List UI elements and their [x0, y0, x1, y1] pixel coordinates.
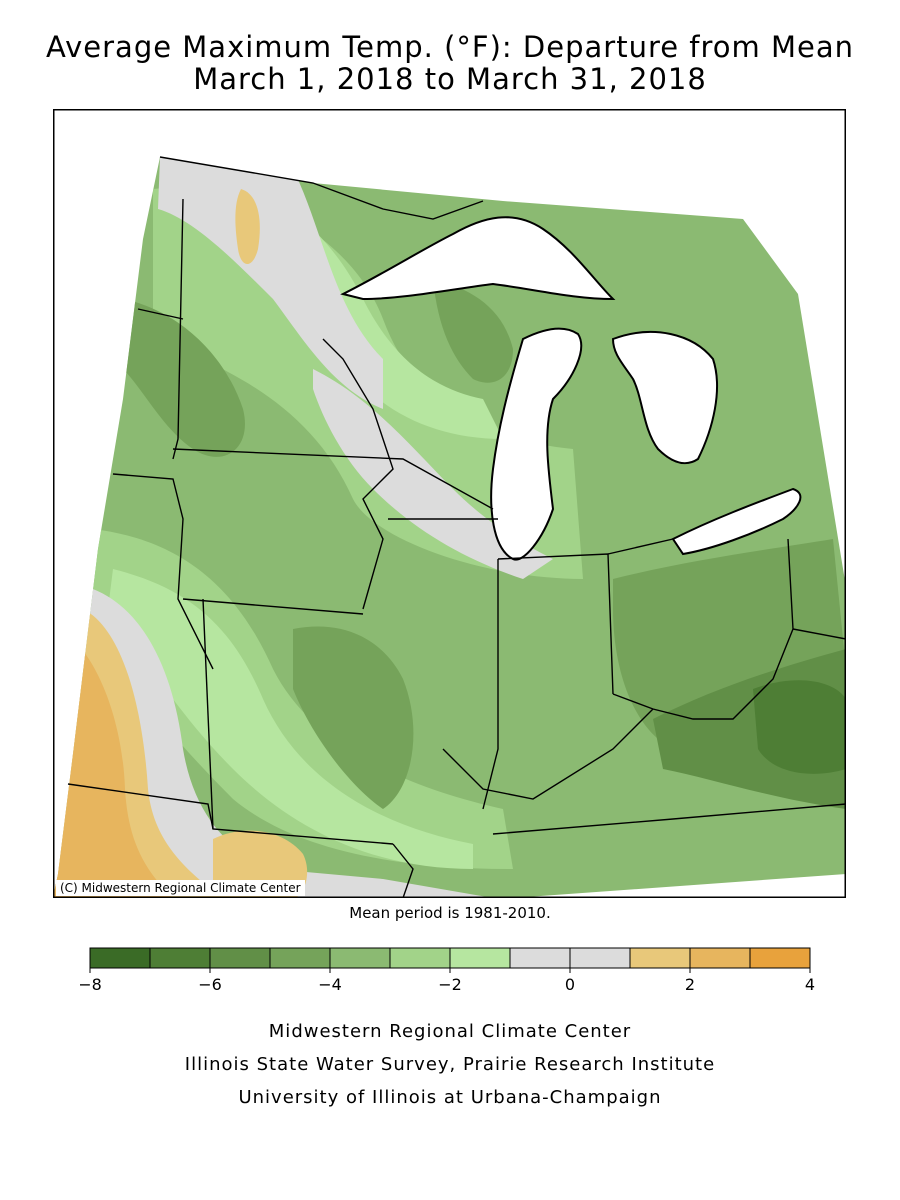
legend-box — [449, 947, 511, 969]
legend-box — [749, 947, 811, 969]
legend-tick-label: −4 — [318, 975, 342, 994]
grey-north-minnesota — [158, 157, 383, 409]
legend-tick-label: 2 — [685, 975, 695, 994]
very-light-green-west — [108, 569, 473, 869]
credit-line-1: Midwestern Regional Climate Center — [268, 1021, 632, 1042]
map-title-line-1: Average Maximum Temp. (°F): Departure fr… — [45, 30, 855, 64]
kentucky-north-border — [442, 708, 654, 800]
legend-tick-label: −8 — [80, 975, 102, 994]
pennsylvania-border — [792, 628, 846, 640]
legend-box — [569, 947, 631, 969]
lake-erie — [671, 487, 802, 556]
warm-southwest-2 — [53, 639, 173, 898]
map-title-line-2: March 1, 2018 to March 31, 2018 — [193, 62, 707, 96]
copyright-label: (C) Midwestern Regional Climate Center — [56, 880, 305, 896]
dakota-minnesota-border — [172, 198, 184, 460]
legend-ticks: −8 −6 −4 −2 0 2 4 — [80, 968, 815, 994]
legend-box — [689, 947, 751, 969]
legend-box — [149, 947, 211, 969]
legend-tick-label: −2 — [438, 975, 462, 994]
great-lakes — [340, 216, 802, 561]
legend-box — [329, 947, 391, 969]
darkest-west-virginia — [753, 680, 846, 774]
anomaly-fill — [53, 157, 846, 898]
credit-line-3: University of Illinois at Urbana-Champai… — [238, 1087, 662, 1108]
iowa-missouri-border — [182, 598, 364, 615]
map-border — [53, 109, 846, 898]
legend-box — [389, 947, 451, 969]
legend-tick-label: 4 — [805, 975, 815, 994]
legend-tick-label: −6 — [198, 975, 222, 994]
kansas-missouri-border — [202, 598, 214, 830]
warm-north-minnesota — [235, 189, 260, 264]
legend-box — [89, 947, 151, 969]
lake-superior — [340, 216, 616, 301]
nd-sd-border — [137, 308, 184, 320]
kentucky-tennessee-border — [492, 803, 846, 835]
wisconsin-minnesota-iowa-illinois-border — [322, 338, 394, 610]
kansas-oklahoma-border — [67, 783, 394, 845]
lake-huron — [611, 331, 719, 465]
lake-michigan — [490, 327, 583, 561]
legend-tick-label: 0 — [565, 975, 575, 994]
legend-box — [509, 947, 571, 969]
anomaly-map — [53, 109, 846, 898]
sd-nebraska-iowa-border — [112, 473, 214, 670]
color-legend: −8 −6 −4 −2 0 2 4 — [80, 947, 815, 994]
map-panel: (C) Midwestern Regional Climate Center — [53, 109, 846, 898]
darker-missouri — [293, 626, 414, 809]
michigan-ohio-border — [607, 538, 674, 555]
legend-box — [629, 947, 691, 969]
darker-michigan-up — [433, 279, 513, 383]
credit-line-2: Illinois State Water Survey, Prairie Res… — [184, 1054, 716, 1075]
state-borders — [67, 156, 846, 898]
grey-southwest — [53, 589, 493, 898]
us-canada-border — [159, 156, 484, 220]
arkansas-border — [392, 843, 414, 898]
legend-box — [269, 947, 331, 969]
legend-boxes — [89, 947, 811, 969]
legend-box — [209, 947, 271, 969]
minnesota-iowa-border — [172, 448, 494, 510]
illinois-indiana-border — [482, 559, 499, 810]
mean-period-note: Mean period is 1981-2010. — [349, 904, 551, 922]
darker-west-1 — [123, 299, 245, 457]
